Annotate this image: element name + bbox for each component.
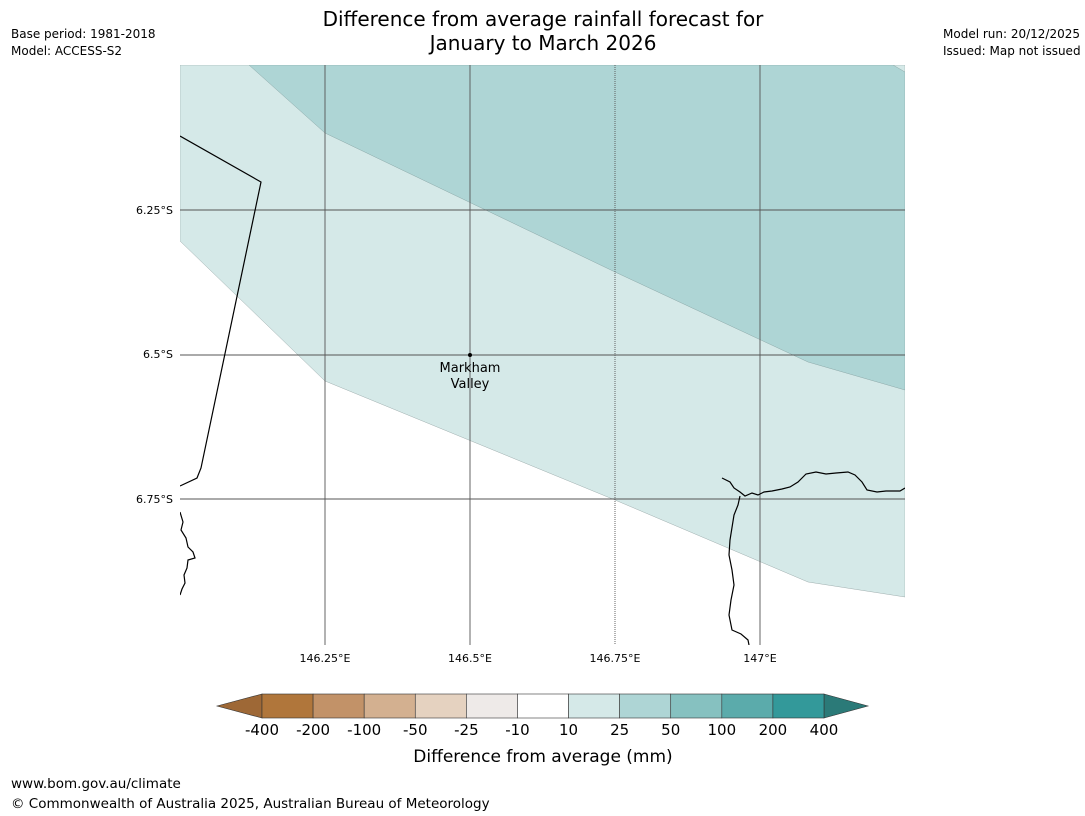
river-coast-east (721, 471, 905, 497)
legend-tick-label: -25 (454, 721, 479, 739)
model-run: Model run: 20/12/2025 (943, 27, 1081, 41)
legend-swatch (670, 693, 723, 719)
lon-label: 146.5°E (448, 652, 492, 665)
lat-label: 6.75°S (136, 493, 173, 506)
footer: www.bom.gov.au/climate © Commonwealth of… (11, 774, 490, 814)
coastline-west (180, 511, 196, 596)
place-name-line-2: Valley (451, 377, 490, 392)
location-marker-icon (468, 353, 472, 357)
copyright: © Commonwealth of Australia 2025, Austra… (11, 796, 490, 812)
website-link[interactable]: www.bom.gov.au/climate (11, 776, 181, 792)
legend-swatch (772, 693, 825, 719)
legend-label: Difference from average (mm) (413, 747, 672, 767)
meta-right: Model run: 20/12/2025 Issued: Map not is… (943, 26, 1081, 60)
map-area: Markham Valley (180, 65, 905, 645)
legend-swatch (261, 693, 314, 719)
legend-tick-label: 50 (661, 721, 680, 739)
legend-tick-label: 25 (610, 721, 629, 739)
map-title: Difference from average rainfall forecas… (243, 7, 843, 55)
model-name: Model: ACCESS-S2 (11, 44, 123, 58)
lon-label: 147°E (743, 652, 776, 665)
legend-tick-label: 200 (759, 721, 788, 739)
river-south (728, 495, 750, 645)
legend-swatch (517, 693, 569, 719)
legend-tick-label: 10 (559, 721, 578, 739)
rain-band-25-50 (248, 65, 905, 391)
meta-left: Base period: 1981-2018 Model: ACCESS-S2 (11, 26, 156, 60)
title-line-2: January to March 2026 (429, 31, 657, 55)
legend-tick-label: -400 (245, 721, 279, 739)
legend-swatch (414, 693, 467, 719)
legend-arrow-left (215, 693, 263, 719)
lat-label: 6.25°S (136, 204, 173, 217)
legend-tick-label: 400 (810, 721, 839, 739)
legend-tick-label: -100 (347, 721, 381, 739)
place-name-line-1: Markham (440, 361, 501, 376)
title-line-1: Difference from average rainfall forecas… (322, 7, 764, 31)
legend-swatch (466, 693, 518, 719)
legend-tick-label: -200 (296, 721, 330, 739)
lat-label: 6.5°S (143, 348, 173, 361)
legend-swatch (619, 693, 672, 719)
border-line (180, 135, 262, 487)
legend-swatch (721, 693, 774, 719)
base-period: Base period: 1981-2018 (11, 27, 156, 41)
lon-label: 146.25°E (300, 652, 351, 665)
legend-tick-label: -50 (403, 721, 428, 739)
legend-tick-label: -10 (505, 721, 530, 739)
legend-arrow-right (823, 693, 870, 719)
lon-label: 146.75°E (590, 652, 641, 665)
issued-status: Issued: Map not issued (943, 44, 1081, 58)
legend-swatch (312, 693, 365, 719)
boundaries (180, 135, 905, 645)
legend-swatch (363, 693, 416, 719)
legend-swatch (568, 693, 620, 719)
colour-legend: -400 -200 -100 -50 -25 -10 10 25 50 100 200 400 (215, 693, 870, 739)
legend-tick-label: 100 (707, 721, 736, 739)
